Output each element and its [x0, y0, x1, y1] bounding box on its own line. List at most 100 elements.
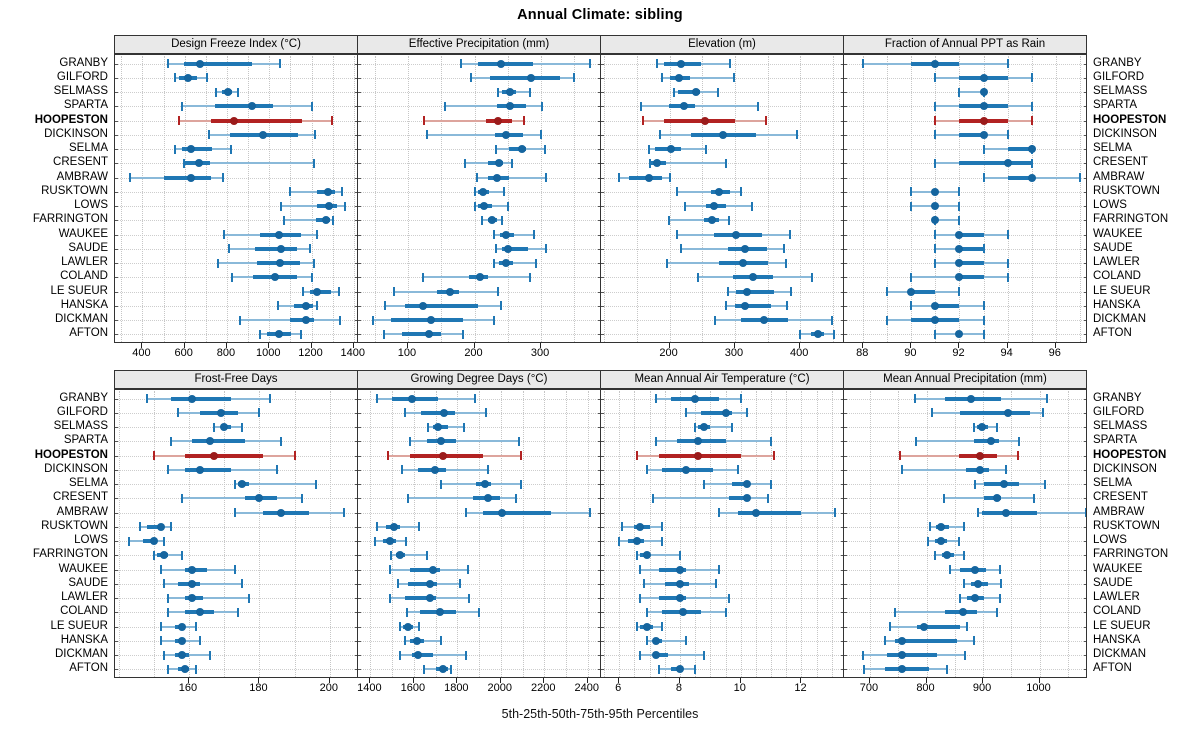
whisker-cap: [497, 287, 500, 297]
median-dot-hoopeston: [700, 116, 709, 125]
y-tick: [1084, 120, 1086, 122]
y-tick: [844, 334, 847, 336]
y-tick: [598, 248, 600, 250]
whisker-cap: [462, 422, 465, 432]
station-label-right-hoopeston: HOOPESTON: [1093, 448, 1167, 461]
median-dot-le-sueur: [907, 287, 916, 296]
station-label-left-sparta: SPARTA: [63, 434, 108, 447]
whisker-cap: [418, 522, 421, 532]
y-tick: [355, 77, 357, 79]
median-dot-lawler: [425, 594, 434, 603]
whisker-cap: [159, 636, 162, 646]
whisker-cap: [478, 607, 481, 617]
row-guide: [845, 541, 1086, 543]
row-guide: [845, 191, 1086, 193]
station-label-left-lows: LOWS: [74, 199, 108, 212]
median-dot-granby: [677, 59, 686, 68]
station-label-left-farrington: FARRINGTON: [32, 548, 108, 561]
y-tick: [1084, 92, 1086, 94]
median-dot-le-sueur: [919, 622, 928, 631]
gridline: [163, 56, 165, 342]
station-label-left-le-sueur: LE SUEUR: [50, 619, 108, 632]
iqr-bar-hanska: [404, 303, 479, 308]
whisker-cap: [166, 593, 169, 603]
gridline: [311, 56, 313, 342]
median-dot-afton: [955, 330, 964, 339]
whisker-cap: [426, 130, 429, 140]
iqr-bar-cresent: [959, 161, 1032, 166]
y-tick: [355, 248, 357, 250]
y-tick: [844, 512, 847, 514]
whisker-cap: [972, 422, 975, 432]
whisker-cap: [1004, 465, 1007, 475]
median-dot-granby: [188, 394, 197, 403]
whisker-cap: [651, 493, 654, 503]
y-tick: [844, 106, 847, 108]
row-guide: [602, 555, 843, 557]
gridline: [634, 391, 636, 677]
y-tick: [355, 655, 357, 657]
row-guide: [845, 220, 1086, 222]
y-tick: [598, 234, 600, 236]
y-tick: [358, 291, 361, 293]
whisker-cap: [486, 465, 489, 475]
whisker-cap: [713, 315, 716, 325]
median-dot-afton: [813, 330, 822, 339]
gridline: [1055, 56, 1057, 342]
median-dot-selmass: [691, 88, 700, 97]
y-tick: [598, 598, 600, 600]
whisker-farrington: [935, 219, 960, 222]
station-label-right-dickinson: DICKINSON: [1093, 462, 1157, 475]
y-tick: [841, 305, 843, 307]
y-tick: [355, 441, 357, 443]
x-tick-label: 10: [733, 682, 746, 694]
station-label-left-waukee: WAUKEE: [58, 562, 108, 575]
median-dot-lawler: [675, 594, 684, 603]
iqr-bar-selmass: [678, 90, 700, 95]
axis-caption: 5th-25th-50th-75th-95th Percentiles: [501, 707, 699, 721]
x-tick-label: 1000: [1026, 682, 1051, 694]
row-guide: [116, 320, 357, 322]
median-dot-selmass: [433, 423, 442, 432]
gridline: [566, 391, 567, 677]
median-dot-ambraw: [497, 508, 506, 517]
iqr-bar-selma: [509, 147, 527, 152]
whisker-cap: [545, 173, 548, 183]
panel-strip-mean-annual-air-temperature-c-: Mean Annual Air Temperature (°C): [600, 370, 844, 389]
x-tick-label: 300: [724, 347, 744, 359]
whisker-cap: [396, 579, 399, 589]
median-dot-sparta: [506, 102, 515, 111]
y-tick: [115, 512, 118, 514]
whisker-cap: [237, 607, 240, 617]
y-tick: [358, 398, 361, 400]
whisker-cap: [963, 650, 966, 660]
y-tick: [841, 77, 843, 79]
whisker-cap: [460, 59, 463, 68]
median-dot-selma: [1027, 145, 1036, 154]
iqr-bar-cresent: [728, 496, 750, 501]
y-tick: [358, 220, 361, 222]
whisker-cap: [727, 287, 730, 297]
gridline: [370, 391, 372, 677]
y-tick: [115, 583, 118, 585]
whisker-cap: [195, 664, 197, 674]
gridline: [522, 391, 524, 677]
median-dot-waukee: [429, 565, 438, 574]
row-guide: [116, 669, 357, 671]
station-label-left-ambraw: AMBRAW: [56, 505, 108, 518]
gridline: [801, 391, 803, 677]
y-tick: [355, 555, 357, 557]
whisker-cap: [654, 436, 657, 446]
y-tick: [115, 555, 118, 557]
whisker-cap: [893, 607, 896, 617]
whisker-cap: [678, 550, 681, 560]
median-dot-waukee: [970, 565, 979, 574]
x-tick: [268, 343, 270, 348]
y-tick: [355, 583, 357, 585]
iqr-bar-waukee: [409, 567, 440, 572]
y-tick: [598, 626, 600, 628]
y-tick: [115, 291, 118, 293]
whisker-cap: [337, 287, 340, 297]
y-tick: [355, 92, 357, 94]
whisker-cap: [422, 116, 425, 126]
